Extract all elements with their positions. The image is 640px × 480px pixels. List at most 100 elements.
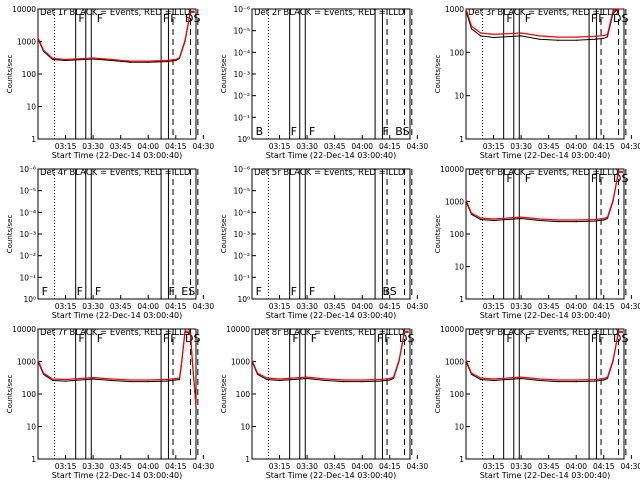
data-point (621, 8, 623, 10)
panel-title: Det 9r BLACK = Events, RED = LLD (468, 328, 619, 338)
data-point (361, 381, 363, 383)
x-tick-label: 04:30 (193, 302, 215, 311)
detector-panel-8: Det 8r BLACK = Events, RED = LLD 1 10 100 10… (220, 325, 428, 480)
x-tick-label: 04:00 (351, 142, 373, 151)
x-tick-label: 03:30 (82, 142, 104, 151)
data-point (110, 379, 113, 382)
y-tick-label: 10⁻⁶ (19, 165, 36, 174)
flag-label: BS (382, 285, 396, 298)
x-tick-label: 04:15 (379, 302, 401, 311)
data-point (407, 330, 409, 332)
data-point (256, 373, 259, 376)
data-point (178, 56, 181, 59)
data-point (621, 170, 623, 172)
x-tick-label: 04:00 (137, 302, 159, 311)
data-point (465, 199, 467, 201)
x-tick-label: 04:00 (565, 302, 587, 311)
data-point (175, 58, 177, 61)
data-point (193, 10, 195, 12)
data-point (617, 8, 620, 10)
data-point (470, 28, 473, 30)
y-axis-label: Counts/sec (434, 215, 442, 254)
data-point (380, 378, 382, 381)
y-tick-label: 10⁰ (23, 295, 36, 304)
x-axis-label: Start Time (22-Dec-14 03:00:40) (266, 311, 397, 320)
data-point (492, 378, 495, 380)
data-point (575, 381, 577, 383)
x-tick-label: 04:30 (621, 142, 640, 151)
y-tick-label: 10⁻¹ (233, 273, 250, 282)
data-point (52, 378, 54, 380)
x-tick-label: 03:15 (269, 302, 291, 311)
x-tick-label: 04:00 (137, 142, 159, 151)
data-point (42, 49, 45, 51)
data-point (492, 218, 495, 220)
data-point (492, 379, 495, 382)
data-point (470, 373, 473, 376)
x-tick-label: 03:45 (110, 142, 132, 151)
data-point (520, 35, 522, 37)
data-point (389, 377, 391, 380)
flag-label: F (377, 332, 383, 345)
x-tick-label: 03:30 (82, 302, 104, 311)
x-tick-label: 03:30 (510, 142, 532, 151)
x-tick-label: 03:30 (82, 462, 104, 471)
x-axis-label: Start Time (22-Dec-14 03:00:40) (52, 471, 183, 480)
x-tick-label: 04:00 (351, 302, 373, 311)
data-point (575, 379, 577, 381)
x-tick-label: 03:15 (483, 462, 505, 471)
y-tick-label: 10⁻¹ (233, 113, 250, 122)
y-tick-label: 10⁻³ (233, 230, 250, 239)
detector-panel-7: Det 7r BLACK = Events, RED = LLD 1 10 100 10… (6, 325, 214, 480)
data-point (617, 170, 620, 172)
data-point (191, 359, 193, 361)
y-axis-label: Counts/sec (6, 375, 14, 414)
data-point (129, 61, 131, 63)
flag-label: ES (181, 285, 195, 298)
data-point (612, 10, 614, 12)
x-tick-label: 03:30 (296, 142, 318, 151)
flag-label: F (506, 332, 512, 345)
panel-title: Det 8r BLACK = Events, RED = LLD (254, 328, 405, 338)
data-point (538, 378, 541, 380)
flag-label: F (256, 285, 262, 298)
y-tick-label: 10⁻¹ (19, 273, 36, 282)
y-tick-label: 100 (450, 48, 465, 57)
x-tick-label: 04:15 (379, 142, 401, 151)
data-point (465, 359, 467, 361)
y-tick-label: 10⁰ (237, 295, 250, 304)
data-point (520, 217, 522, 220)
x-tick-label: 03:45 (324, 302, 346, 311)
plot-frame (37, 8, 197, 140)
data-point (178, 378, 181, 381)
data-point (470, 212, 473, 214)
y-tick-label: 100 (450, 230, 465, 239)
x-tick-label: 03:45 (538, 302, 560, 311)
flag-label: F (384, 332, 390, 345)
data-point (306, 376, 308, 378)
data-point (175, 379, 177, 381)
x-tick-label: 04:00 (137, 462, 159, 471)
flag-label: F (591, 172, 597, 185)
flag-label: DS (613, 332, 628, 345)
flag-label: F (506, 172, 512, 185)
data-point (361, 379, 363, 381)
data-point (594, 35, 596, 37)
data-point (64, 59, 67, 62)
y-tick-label: 10⁻⁶ (233, 165, 250, 174)
data-point (557, 39, 559, 41)
flag-label: F (78, 12, 84, 25)
flag-label: F (525, 332, 531, 345)
data-point (606, 217, 609, 220)
y-tick-label: 10⁻⁴ (233, 208, 250, 217)
data-point (278, 379, 281, 382)
data-point (492, 36, 495, 39)
data-point (64, 378, 67, 381)
data-point (603, 37, 605, 39)
data-point (64, 380, 67, 382)
y-tick-label: 1000 (445, 358, 464, 367)
data-point (470, 25, 473, 27)
data-point (147, 61, 149, 63)
y-axis-label: Counts/sec (434, 55, 442, 94)
data-point (606, 376, 609, 378)
